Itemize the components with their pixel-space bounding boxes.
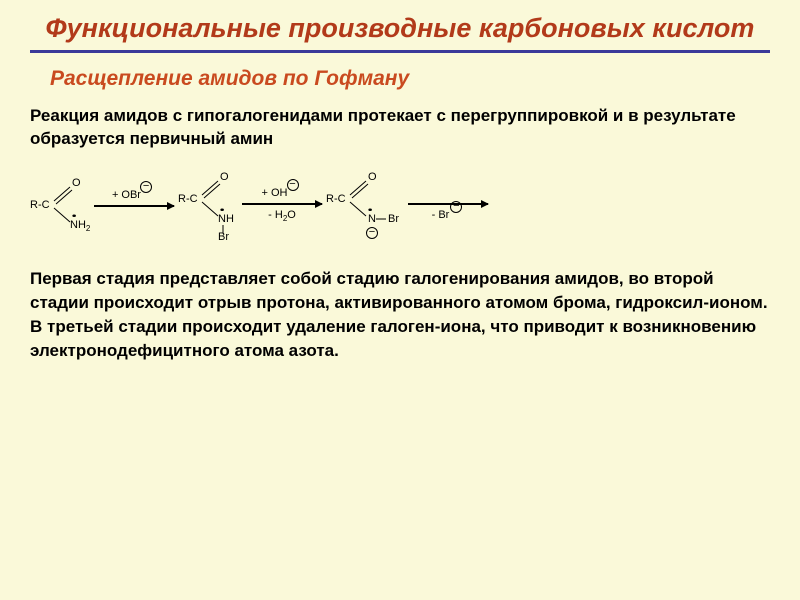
slide-title: Функциональные производные карбоновых ки…	[30, 12, 770, 44]
reagent-2: + OH −	[261, 187, 302, 199]
nh2-label: NH2	[70, 219, 90, 233]
slide-subtitle: Расщепление амидов по Гофману	[50, 67, 770, 91]
o-label: O	[220, 171, 229, 183]
charge-icon: −	[140, 181, 152, 193]
slide: Функциональные производные карбоновых ки…	[0, 0, 800, 600]
body-text: Первая стадия представляет собой стадию …	[30, 267, 770, 362]
charge-icon: −	[450, 201, 462, 213]
br-label: Br	[218, 231, 229, 243]
arrow-2: + OH − - H2O	[242, 187, 322, 223]
divider	[30, 50, 770, 53]
nh-label: NH	[218, 213, 234, 225]
o-label: O	[368, 171, 377, 183]
molecule-2: R-C O •• NH Br	[178, 169, 238, 241]
byproduct-3: - Br −	[432, 209, 465, 221]
molecule-3: R-C O •• N Br −	[326, 169, 404, 241]
arrow-3: - Br −	[408, 189, 488, 221]
arrow-icon	[94, 205, 174, 207]
charge-icon: −	[287, 179, 299, 191]
molecule-1: R-C O •• NH2	[30, 175, 90, 235]
o-label: O	[72, 177, 81, 189]
intro-text: Реакция амидов с гипогалогенидами протек…	[30, 105, 770, 151]
n-label: N	[368, 213, 376, 225]
arrow-icon	[242, 203, 322, 205]
arrow-1: + OBr −	[94, 189, 174, 221]
bond-icon	[178, 169, 238, 241]
br-label: Br	[388, 213, 399, 225]
arrow-icon	[408, 203, 488, 205]
reaction-scheme: R-C O •• NH2 + OBr − R-C	[30, 169, 770, 241]
bond-icon	[326, 169, 404, 241]
reagent-1: + OBr −	[112, 189, 156, 201]
byproduct-2: - H2O	[268, 209, 296, 223]
